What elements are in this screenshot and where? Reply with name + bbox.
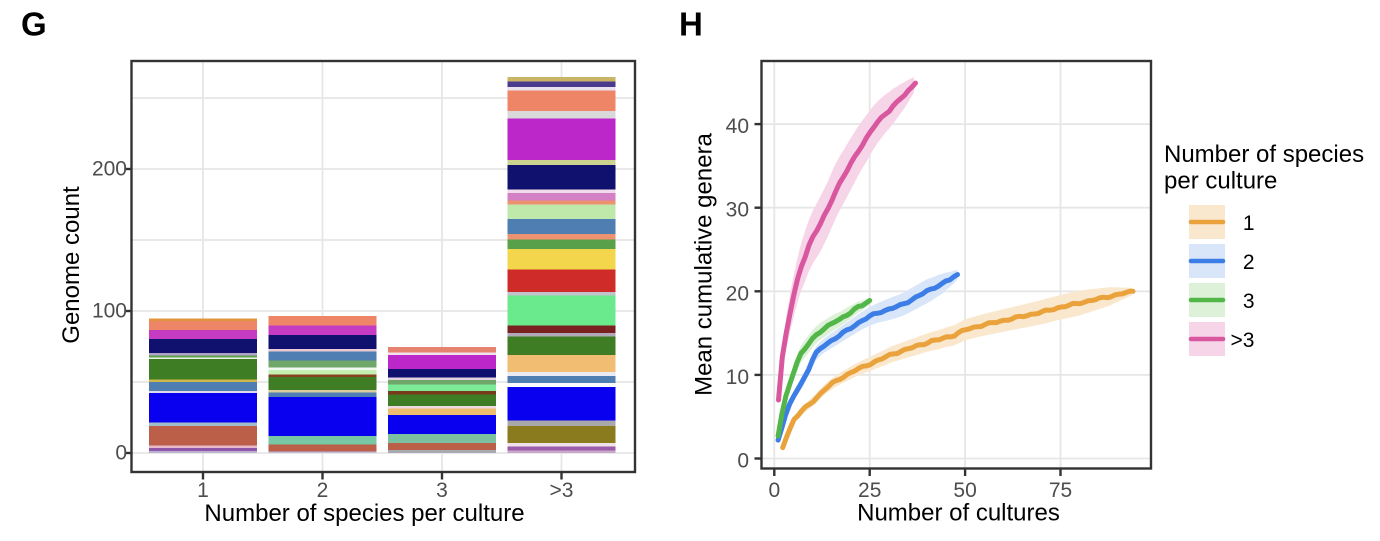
- svg-text:H: H: [679, 6, 703, 43]
- svg-text:2: 2: [1243, 251, 1255, 274]
- svg-text:200: 200: [92, 158, 127, 181]
- svg-text:Mean cumulative genera: Mean cumulative genera: [691, 132, 718, 395]
- svg-text:2: 2: [317, 479, 329, 502]
- svg-text:>3: >3: [1231, 329, 1255, 352]
- svg-text:40: 40: [726, 115, 749, 138]
- svg-text:1: 1: [197, 479, 209, 502]
- svg-text:per culture: per culture: [1164, 168, 1277, 195]
- svg-text:50: 50: [953, 479, 976, 502]
- svg-text:Number of species: Number of species: [1164, 141, 1364, 168]
- svg-text:30: 30: [726, 199, 749, 222]
- svg-text:3: 3: [1243, 290, 1255, 313]
- svg-text:75: 75: [1049, 479, 1072, 502]
- svg-text:20: 20: [726, 282, 749, 305]
- svg-text:1: 1: [1243, 212, 1255, 235]
- svg-text:0: 0: [737, 450, 749, 473]
- svg-text:100: 100: [92, 300, 127, 323]
- svg-text:3: 3: [436, 479, 448, 502]
- svg-text:Number of species per culture: Number of species per culture: [204, 500, 524, 527]
- svg-text:25: 25: [858, 479, 881, 502]
- svg-text:Genome count: Genome count: [58, 186, 85, 344]
- svg-text:10: 10: [726, 366, 749, 389]
- svg-text:0: 0: [768, 479, 780, 502]
- svg-text:0: 0: [115, 442, 127, 465]
- svg-text:Number of cultures: Number of cultures: [857, 500, 1060, 527]
- svg-text:>3: >3: [550, 479, 574, 502]
- svg-text:G: G: [21, 6, 47, 43]
